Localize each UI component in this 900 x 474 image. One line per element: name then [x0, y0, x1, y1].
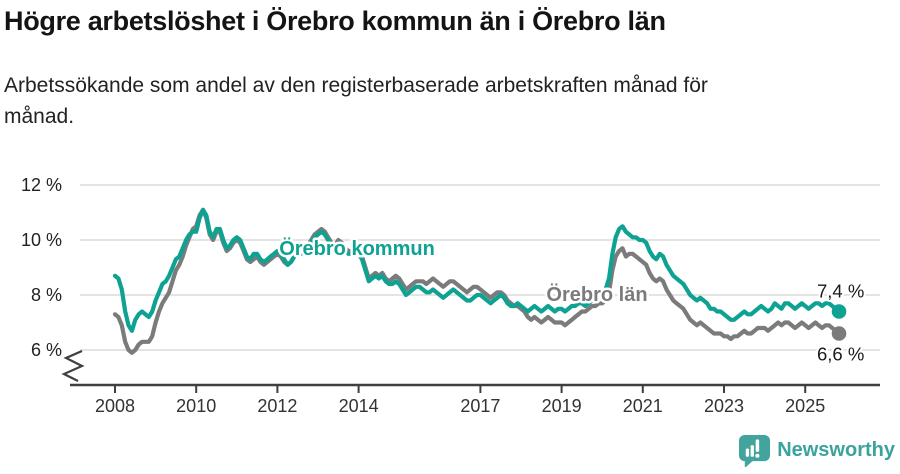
newsworthy-logo-icon [739, 434, 771, 467]
x-tick-label: 2021 [623, 396, 663, 416]
series-line-lan [112, 207, 842, 355]
exclamation-bar [755, 439, 760, 452]
x-tick-label: 2014 [339, 396, 379, 416]
x-tick-label: 2008 [95, 396, 135, 416]
x-tick-label: 2019 [542, 396, 582, 416]
newsworthy-logo: Newsworthy [738, 434, 895, 467]
series-end-dot-kommun [831, 304, 847, 319]
end-value-label-kommun: 7,4 % [817, 281, 864, 302]
page-title: Högre arbetslöshet i Örebro kommun än i … [4, 6, 666, 36]
series-label-kommun: Örebro kommun [279, 237, 435, 260]
brand-name: Newsworthy [777, 439, 895, 461]
x-tick-label: 2025 [785, 396, 825, 416]
x-tick-label: 2017 [460, 396, 500, 416]
y-tick-label: 8 % [31, 285, 62, 305]
y-tick-label: 6 % [31, 340, 62, 360]
x-tick-label: 2023 [704, 396, 744, 416]
end-value-label-lan: 6,6 % [817, 344, 864, 365]
series-label-lan: Örebro län [546, 283, 647, 306]
axis-break-icon [61, 349, 85, 382]
speech-bubble-shape [739, 434, 771, 467]
bar-medium [750, 445, 755, 457]
x-tick-label: 2012 [257, 396, 297, 416]
series-line-kommun [112, 207, 842, 333]
series-end-dot-lan [831, 326, 847, 341]
x-tick-label: 2010 [176, 396, 216, 416]
exclamation-dot [755, 453, 760, 458]
y-tick-label: 10 % [21, 230, 62, 250]
page-subtitle: Arbetssökande som andel av den registerb… [4, 74, 708, 128]
y-tick-label: 12 % [21, 175, 62, 195]
bar-small [745, 448, 750, 457]
